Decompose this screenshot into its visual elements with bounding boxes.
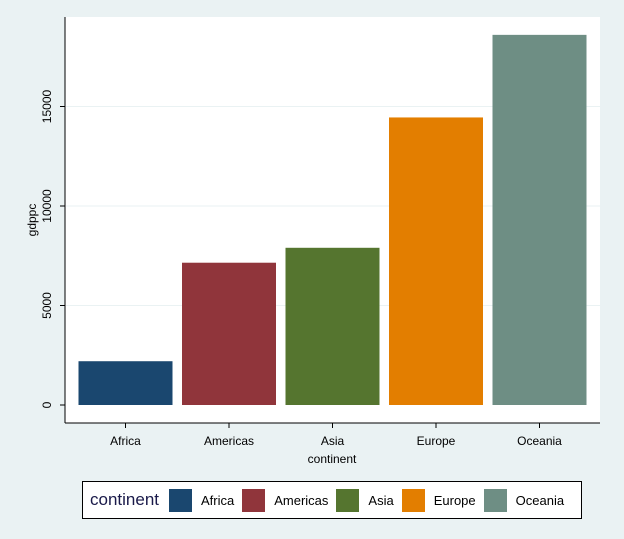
legend-swatch-oceania xyxy=(483,488,507,512)
legend-label-africa: Africa xyxy=(201,492,235,508)
legend-item-asia: Asia xyxy=(336,488,394,512)
chart-plot: 0 5000 10000 15000 Africa Americas Asia Europe… xyxy=(25,17,600,466)
x-tick-label-asia: Asia xyxy=(321,434,345,448)
bars xyxy=(78,34,587,406)
legend-title: continent xyxy=(90,490,159,509)
y-tick-label: 0 xyxy=(40,401,54,408)
legend-label-oceania: Oceania xyxy=(515,492,565,508)
x-tick-label-americas: Americas xyxy=(204,434,254,448)
y-ticks: 0 5000 10000 15000 xyxy=(40,89,65,408)
x-axis-label: continent xyxy=(308,452,357,466)
x-ticks: Africa Americas Asia Europe Oceania xyxy=(110,423,562,448)
legend-swatch-africa xyxy=(169,488,192,512)
x-tick-label-africa: Africa xyxy=(110,434,141,448)
legend: continent Africa Americas Asia Europe Oc… xyxy=(82,481,582,519)
legend-item-europe: Europe xyxy=(401,488,476,512)
bar-oceania xyxy=(492,34,587,406)
legend-swatch-asia xyxy=(336,488,360,512)
y-tick-label: 5000 xyxy=(40,292,54,319)
legend-item-oceania: Oceania xyxy=(483,488,565,512)
bar-africa xyxy=(78,361,173,405)
bar-asia xyxy=(285,247,380,405)
legend-swatch-europe xyxy=(401,488,425,512)
legend-item-americas: Americas xyxy=(242,488,329,512)
bar-europe xyxy=(389,117,483,405)
y-tick-label: 15000 xyxy=(40,89,54,123)
legend-item-africa: Africa xyxy=(169,488,235,512)
bar-americas xyxy=(182,262,276,405)
y-axis-label: gdppc xyxy=(25,204,39,237)
legend-label-europe: Europe xyxy=(433,492,476,508)
legend-label-americas: Americas xyxy=(274,492,329,508)
y-tick-label: 10000 xyxy=(40,189,54,223)
x-tick-label-europe: Europe xyxy=(417,434,456,448)
legend-swatch-americas xyxy=(242,488,266,512)
legend-label-asia: Asia xyxy=(368,492,394,508)
x-tick-label-oceania: Oceania xyxy=(517,434,562,448)
